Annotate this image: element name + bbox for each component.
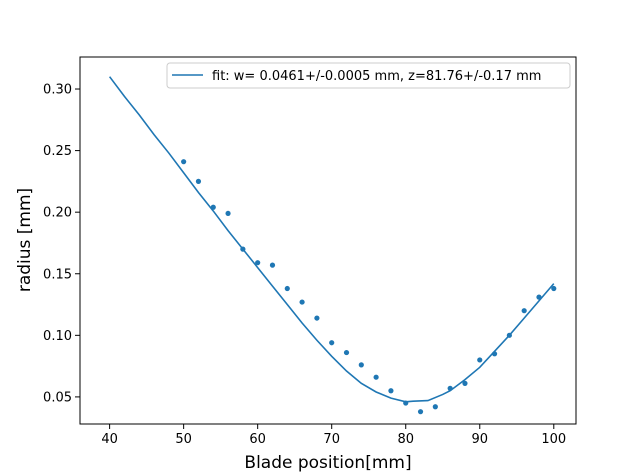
y-axis-title: radius [mm] [15, 188, 35, 292]
scatter-point [329, 340, 335, 346]
legend-label: fit: w= 0.0461+/-0.0005 mm, z=81.76+/-0.… [212, 69, 541, 84]
scatter-point [447, 385, 453, 391]
x-axis-ticks: 40 50 60 70 80 90 100 [101, 424, 566, 447]
scatter-point [491, 351, 498, 357]
scatter-point [240, 246, 246, 252]
scatter-point [477, 357, 483, 363]
y-tick-label: 0.10 [43, 329, 72, 344]
x-tick-label: 100 [541, 432, 566, 447]
fit-line-layer [108, 76, 555, 403]
scatter-point [195, 178, 202, 184]
y-tick-label: 0.25 [43, 144, 72, 159]
scatter-point [343, 349, 350, 356]
scatter-point [358, 362, 364, 368]
scatter-point [314, 315, 320, 321]
scatter-point [417, 409, 424, 415]
scatter-point [299, 299, 305, 305]
y-tick-label: 0.30 [43, 83, 72, 98]
scatter-point [181, 159, 187, 165]
scatter-point [225, 210, 231, 217]
scatter-point [506, 332, 512, 338]
scatter-point [373, 374, 379, 380]
x-tick-label: 80 [397, 432, 414, 447]
y-tick-label: 0.20 [43, 206, 72, 221]
fit-line [108, 76, 555, 403]
x-axis-title: Blade position[mm] [244, 453, 411, 473]
x-tick-label: 50 [175, 432, 192, 447]
scatter-point [284, 285, 290, 292]
scatter-point [388, 388, 394, 394]
scatter-point [432, 404, 438, 410]
x-tick-label: 70 [323, 432, 340, 447]
y-axis-ticks: 0.05 0.10 0.15 0.20 0.25 0.30 [43, 83, 80, 405]
x-tick-label: 90 [471, 432, 488, 447]
x-tick-label: 60 [249, 432, 266, 447]
scatter-point [521, 308, 527, 314]
scatter-point [269, 262, 276, 268]
scatter-point [551, 285, 557, 292]
y-tick-label: 0.05 [43, 390, 72, 405]
plot-frame [79, 56, 577, 425]
scatter-points [181, 159, 557, 415]
y-tick-label: 0.15 [43, 267, 72, 282]
x-tick-label: 40 [101, 432, 118, 447]
scatter-point [255, 260, 261, 266]
scatter-point [210, 204, 216, 210]
legend-box [166, 62, 571, 89]
plot-area [79, 56, 577, 425]
scatter-point [536, 294, 542, 300]
scatter-point [403, 400, 409, 406]
scatter-point [462, 380, 468, 386]
legend: fit: w= 0.0461+/-0.0005 mm, z=81.76+/-0.… [166, 62, 571, 89]
